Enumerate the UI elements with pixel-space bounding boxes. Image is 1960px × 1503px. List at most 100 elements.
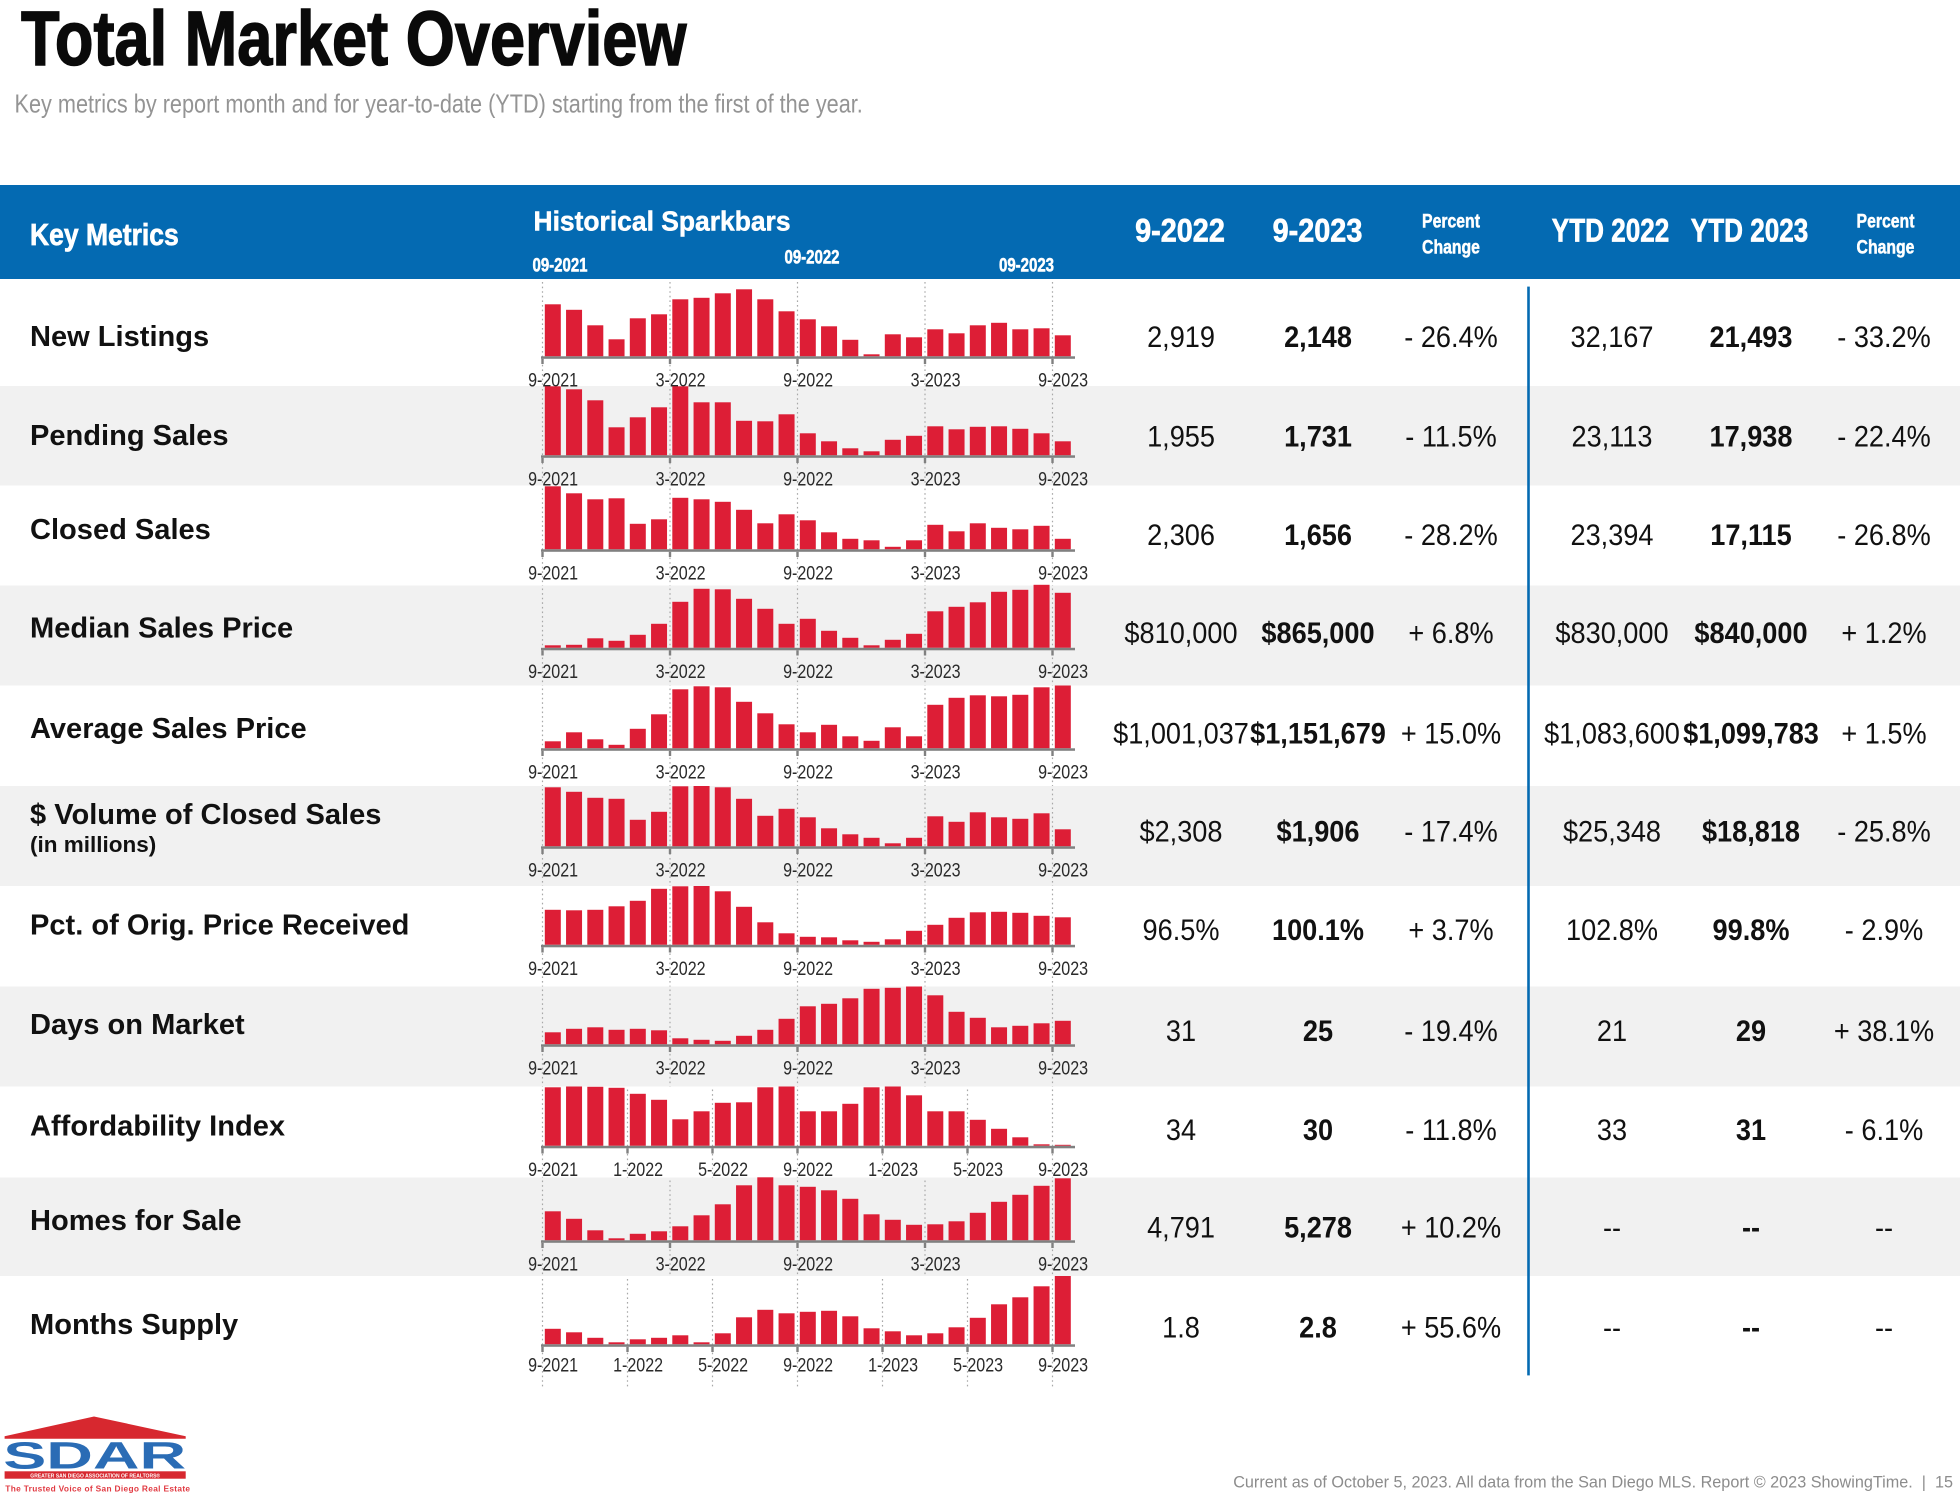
svg-text:3-2022: 3-2022 bbox=[656, 369, 706, 391]
svg-text:--: -- bbox=[1875, 1311, 1893, 1344]
svg-text:+ 55.6%: + 55.6% bbox=[1401, 1311, 1501, 1344]
svg-text:$840,000: $840,000 bbox=[1694, 617, 1807, 650]
svg-text:1-2022: 1-2022 bbox=[613, 1354, 663, 1376]
svg-text:9-2023: 9-2023 bbox=[1038, 468, 1088, 490]
svg-text:5-2022: 5-2022 bbox=[698, 1159, 748, 1181]
svg-text:3-2022: 3-2022 bbox=[656, 859, 706, 881]
svg-text:9-2022: 9-2022 bbox=[783, 1253, 833, 1275]
svg-text:$ Volume of Closed Sales: $ Volume of Closed Sales bbox=[30, 799, 381, 831]
svg-text:9-2021: 9-2021 bbox=[528, 761, 578, 783]
svg-text:Historical Sparkbars: Historical Sparkbars bbox=[534, 205, 791, 237]
svg-text:--: -- bbox=[1603, 1311, 1621, 1344]
svg-text:9-2021: 9-2021 bbox=[528, 562, 578, 584]
svg-text:9-2023: 9-2023 bbox=[1038, 1253, 1088, 1275]
svg-text:3-2022: 3-2022 bbox=[656, 468, 706, 490]
svg-text:3-2022: 3-2022 bbox=[656, 562, 706, 584]
svg-text:9-2022: 9-2022 bbox=[783, 661, 833, 683]
svg-text:2.8: 2.8 bbox=[1299, 1311, 1337, 1344]
svg-text:2,306: 2,306 bbox=[1147, 519, 1215, 552]
svg-text:9-2021: 9-2021 bbox=[528, 1159, 578, 1181]
svg-text:09-2023: 09-2023 bbox=[999, 255, 1054, 276]
svg-text:9-2023: 9-2023 bbox=[1273, 213, 1363, 249]
svg-text:- 33.2%: - 33.2% bbox=[1837, 321, 1930, 354]
svg-text:3-2023: 3-2023 bbox=[911, 1253, 961, 1275]
svg-text:1,955: 1,955 bbox=[1147, 420, 1215, 453]
svg-text:9-2021: 9-2021 bbox=[528, 1354, 578, 1376]
svg-text:--: -- bbox=[1742, 1211, 1760, 1244]
svg-text:Percent: Percent bbox=[1857, 210, 1915, 232]
svg-text:GREATER SAN DIEGO ASSOCIATION: GREATER SAN DIEGO ASSOCIATION OF REALTOR… bbox=[30, 1472, 160, 1479]
svg-text:- 11.5%: - 11.5% bbox=[1405, 420, 1496, 453]
svg-text:Median Sales Price: Median Sales Price bbox=[30, 613, 293, 645]
svg-text:$2,308: $2,308 bbox=[1140, 815, 1223, 848]
svg-text:9-2021: 9-2021 bbox=[528, 661, 578, 683]
svg-text:100.1%: 100.1% bbox=[1272, 914, 1364, 947]
svg-text:1,731: 1,731 bbox=[1284, 420, 1352, 453]
svg-text:9-2023: 9-2023 bbox=[1038, 562, 1088, 584]
svg-text:Total Market Overview: Total Market Overview bbox=[21, 0, 687, 81]
svg-text:$865,000: $865,000 bbox=[1261, 617, 1374, 650]
svg-text:YTD 2023: YTD 2023 bbox=[1691, 214, 1808, 249]
svg-text:3-2022: 3-2022 bbox=[656, 1057, 706, 1079]
svg-text:21: 21 bbox=[1597, 1015, 1627, 1048]
svg-text:3-2023: 3-2023 bbox=[911, 468, 961, 490]
svg-text:$1,099,783: $1,099,783 bbox=[1683, 717, 1819, 750]
svg-text:$1,151,679: $1,151,679 bbox=[1250, 717, 1386, 750]
svg-text:+ 10.2%: + 10.2% bbox=[1401, 1211, 1501, 1244]
svg-text:9-2023: 9-2023 bbox=[1038, 369, 1088, 391]
svg-text:23,113: 23,113 bbox=[1572, 420, 1653, 453]
svg-text:$25,348: $25,348 bbox=[1563, 815, 1661, 848]
svg-text:(in millions): (in millions) bbox=[30, 832, 156, 857]
svg-text:4,791: 4,791 bbox=[1147, 1211, 1215, 1244]
svg-text:Homes for Sale: Homes for Sale bbox=[30, 1205, 241, 1237]
svg-text:- 11.8%: - 11.8% bbox=[1405, 1114, 1496, 1147]
svg-text:The Trusted Voice of San Diego: The Trusted Voice of San Diego Real Esta… bbox=[5, 1485, 190, 1494]
svg-text:- 6.1%: - 6.1% bbox=[1845, 1114, 1923, 1147]
svg-text:9-2022: 9-2022 bbox=[783, 1057, 833, 1079]
svg-text:3-2023: 3-2023 bbox=[911, 859, 961, 881]
svg-text:30: 30 bbox=[1303, 1114, 1333, 1147]
svg-text:9-2022: 9-2022 bbox=[783, 859, 833, 881]
svg-text:+ 1.5%: + 1.5% bbox=[1841, 717, 1926, 750]
svg-text:3-2023: 3-2023 bbox=[911, 562, 961, 584]
svg-text:9-2022: 9-2022 bbox=[1135, 213, 1225, 249]
svg-text:--: -- bbox=[1875, 1211, 1893, 1244]
svg-text:- 22.4%: - 22.4% bbox=[1837, 420, 1930, 453]
svg-text:102.8%: 102.8% bbox=[1566, 914, 1658, 947]
svg-text:34: 34 bbox=[1166, 1114, 1196, 1147]
svg-text:3-2022: 3-2022 bbox=[656, 958, 706, 980]
svg-text:New Listings: New Listings bbox=[30, 321, 209, 353]
svg-text:3-2023: 3-2023 bbox=[911, 1057, 961, 1079]
svg-text:5,278: 5,278 bbox=[1284, 1211, 1352, 1244]
svg-text:9-2023: 9-2023 bbox=[1038, 661, 1088, 683]
svg-text:$830,000: $830,000 bbox=[1555, 617, 1668, 650]
svg-text:31: 31 bbox=[1736, 1114, 1766, 1147]
svg-text:+ 6.8%: + 6.8% bbox=[1408, 617, 1493, 650]
svg-text:17,115: 17,115 bbox=[1710, 519, 1791, 552]
svg-text:1.8: 1.8 bbox=[1162, 1311, 1200, 1344]
svg-text:9-2021: 9-2021 bbox=[528, 369, 578, 391]
svg-text:9-2022: 9-2022 bbox=[783, 1159, 833, 1181]
svg-text:+ 1.2%: + 1.2% bbox=[1841, 617, 1926, 650]
svg-text:09-2021: 09-2021 bbox=[532, 255, 587, 276]
svg-text:Affordability Index: Affordability Index bbox=[30, 1111, 285, 1143]
svg-text:9-2021: 9-2021 bbox=[528, 1253, 578, 1275]
svg-text:9-2022: 9-2022 bbox=[783, 369, 833, 391]
svg-text:- 2.9%: - 2.9% bbox=[1845, 914, 1923, 947]
svg-text:9-2022: 9-2022 bbox=[783, 1354, 833, 1376]
svg-text:17,938: 17,938 bbox=[1710, 420, 1793, 453]
svg-text:2,148: 2,148 bbox=[1284, 321, 1352, 354]
svg-text:$18,818: $18,818 bbox=[1702, 815, 1800, 848]
svg-text:9-2021: 9-2021 bbox=[528, 1057, 578, 1079]
svg-text:99.8%: 99.8% bbox=[1713, 914, 1790, 947]
svg-text:$1,083,600: $1,083,600 bbox=[1544, 717, 1680, 750]
svg-text:- 17.4%: - 17.4% bbox=[1404, 815, 1497, 848]
svg-text:YTD 2022: YTD 2022 bbox=[1552, 214, 1669, 249]
svg-text:3-2023: 3-2023 bbox=[911, 369, 961, 391]
svg-text:- 26.4%: - 26.4% bbox=[1404, 321, 1497, 354]
svg-text:32,167: 32,167 bbox=[1571, 321, 1654, 354]
svg-text:- 26.8%: - 26.8% bbox=[1837, 519, 1930, 552]
svg-text:Pct. of Orig. Price Received: Pct. of Orig. Price Received bbox=[30, 910, 409, 942]
svg-text:29: 29 bbox=[1736, 1015, 1766, 1048]
svg-text:96.5%: 96.5% bbox=[1143, 914, 1220, 947]
